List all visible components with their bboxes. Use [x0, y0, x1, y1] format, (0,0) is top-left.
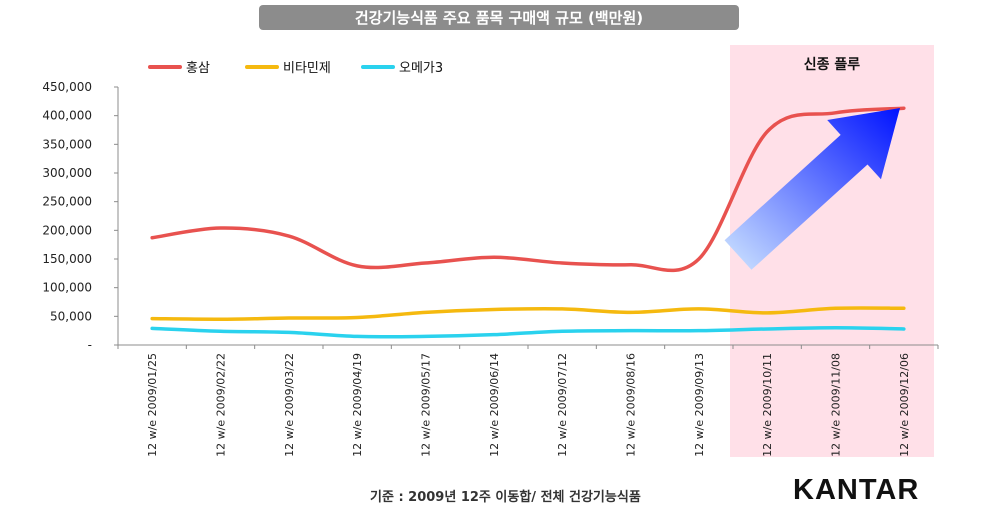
x-tick-label: 12 w/e 2009/08/16: [625, 353, 638, 457]
x-tick-label: 12 w/e 2009/11/08: [830, 353, 843, 457]
x-tick-label: 12 w/e 2009/04/19: [351, 353, 364, 457]
x-tick-label: 12 w/e 2009/05/17: [420, 353, 433, 457]
series-line-3: [150, 326, 906, 339]
legend-label: 홍삼: [186, 61, 210, 76]
x-tick-label: 12 w/e 2009/10/11: [761, 353, 774, 457]
x-tick-label: 12 w/e 2009/12/06: [898, 353, 911, 457]
y-tick-label: 50,000: [50, 309, 92, 323]
y-tick-label: 400,000: [42, 109, 92, 123]
footer-note: 기준 : 2009년 12주 이동합/ 전체 건강기능식품: [370, 490, 641, 505]
highlight-label: 신종 플루: [804, 57, 861, 73]
y-tick-label: 300,000: [42, 166, 92, 180]
legend-label: 비타민제: [283, 61, 331, 76]
x-tick-label: 12 w/e 2009/07/12: [556, 353, 569, 457]
y-tick-label: 100,000: [42, 281, 92, 295]
legend-label: 오메가3: [399, 61, 443, 76]
x-tick-label: 12 w/e 2009/09/13: [693, 353, 706, 457]
kantar-logo: KANTAR: [793, 474, 920, 506]
y-tick-label: 200,000: [42, 223, 92, 237]
y-tick-label: 350,000: [42, 137, 92, 151]
x-tick-label: 12 w/e 2009/06/14: [488, 353, 501, 457]
y-tick-label: 150,000: [42, 252, 92, 266]
series-line-1: [150, 106, 906, 273]
x-tick-label: 12 w/e 2009/02/22: [215, 353, 228, 457]
y-tick-label: 250,000: [42, 195, 92, 209]
trend-arrow-icon: [724, 108, 900, 270]
y-tick-label: -: [88, 338, 92, 352]
chart-title: 건강기능식품 주요 품목 구매액 규모 (백만원): [259, 5, 739, 30]
x-tick-label: 12 w/e 2009/01/25: [146, 353, 159, 457]
y-tick-label: 450,000: [42, 80, 92, 94]
x-tick-label: 12 w/e 2009/03/22: [283, 353, 296, 457]
series-line-2: [150, 306, 906, 321]
